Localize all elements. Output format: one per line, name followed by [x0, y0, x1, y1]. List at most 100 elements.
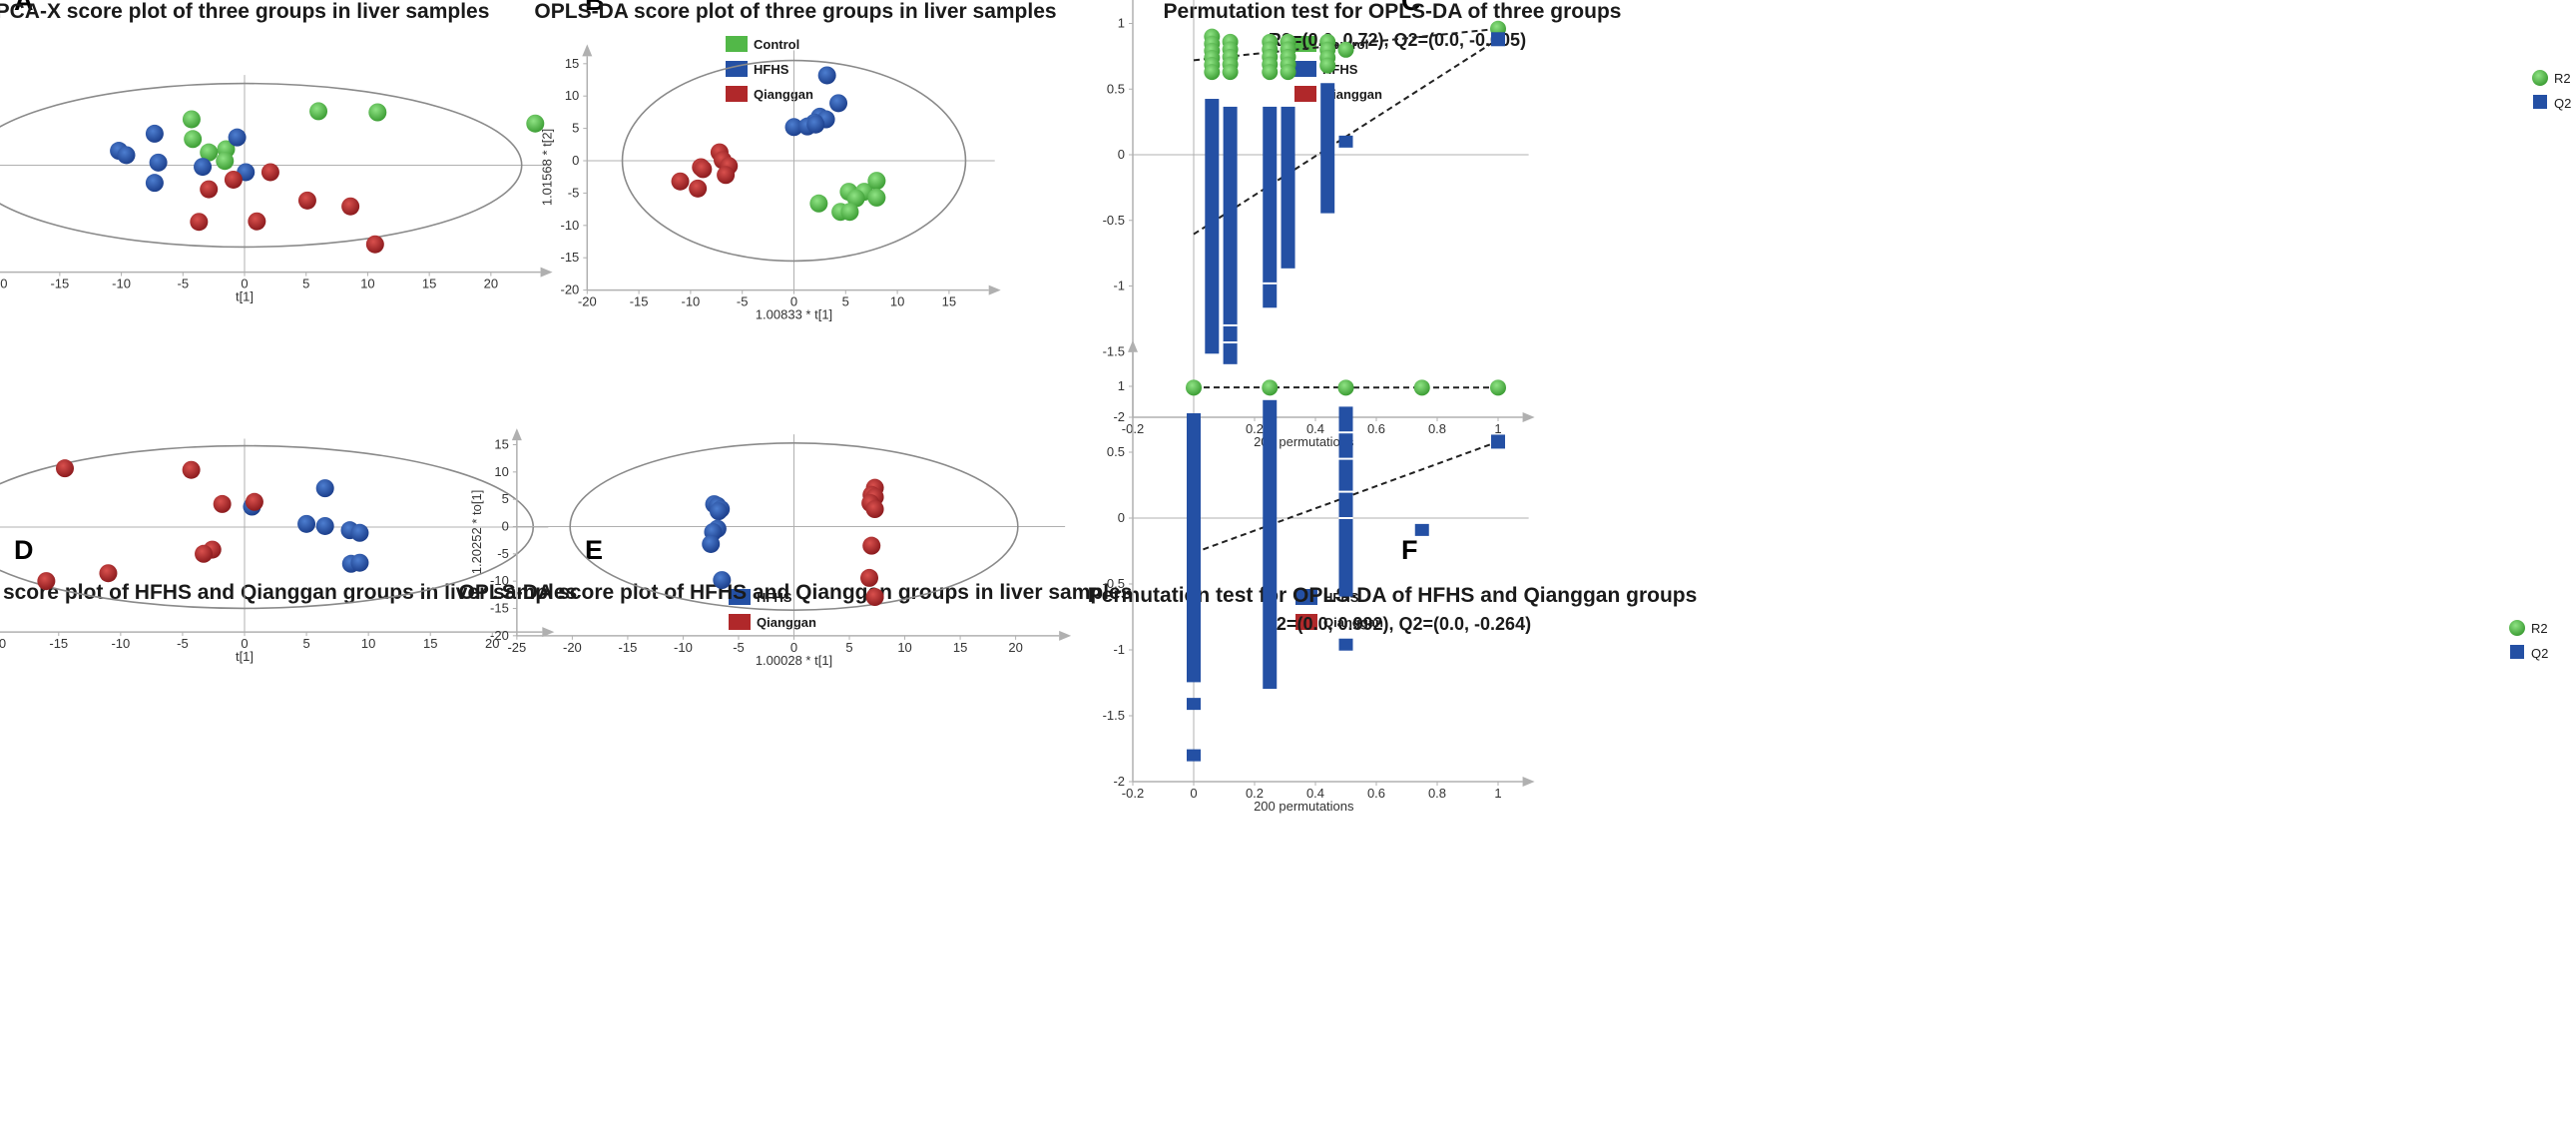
x-tick-label: 10: [897, 640, 911, 655]
x-axis-arrow: [542, 627, 555, 638]
y-tick-label: -15: [490, 601, 509, 616]
point-hfhs: [350, 523, 369, 542]
x-tick-label: 0.8: [1428, 421, 1446, 436]
panel-letter: B: [585, 0, 605, 16]
y-tick-label: -2: [1113, 774, 1125, 789]
q2-original-point: [1491, 32, 1505, 47]
chart-title: PCA-X score plot of HFHS and Qianggan gr…: [0, 581, 577, 604]
y-tick-label: 10: [565, 88, 579, 103]
legend-label-qianggan: Qianggan: [1322, 87, 1382, 102]
legend-swatch-control: [1294, 36, 1316, 52]
x-tick-label: -5: [733, 640, 745, 655]
r2-permutation-point: [1222, 64, 1239, 81]
q2-permutation-bar: [1338, 638, 1353, 651]
r2-permutation-point: [1204, 64, 1221, 81]
y-tick-label: -1.5: [1103, 708, 1125, 723]
r2-permutation-point: [1262, 64, 1279, 81]
x-tick-label: -15: [50, 277, 69, 291]
legend-label-hfhs: HFHS: [754, 62, 789, 77]
panel-letter: A: [14, 0, 34, 16]
x-tick-label: 10: [361, 636, 375, 651]
point-hfhs: [817, 66, 836, 85]
y-tick-label: 0: [572, 153, 579, 168]
y-tick-label: 15: [494, 437, 508, 452]
point-qianggan: [297, 191, 316, 210]
r2-permutation-point: [1319, 57, 1336, 74]
point-control: [309, 102, 328, 121]
legend-swatch-qianggan: [1295, 614, 1317, 630]
panel-letter: C: [1401, 0, 1421, 16]
legend-swatch-hfhs: [1294, 61, 1316, 77]
x-tick-label: 0.6: [1367, 786, 1385, 801]
point-hfhs: [315, 516, 334, 535]
x-tick-label: 10: [890, 294, 904, 309]
y-axis-arrow: [1128, 339, 1138, 352]
point-hfhs: [228, 128, 247, 147]
hotelling-t2-ellipse: [621, 59, 967, 263]
y-tick-label: -5: [497, 546, 509, 561]
x-axis-arrow: [1522, 412, 1535, 422]
x-tick-label: 0: [790, 294, 797, 309]
x-tick-label: -10: [112, 277, 131, 291]
point-qianggan: [689, 179, 708, 198]
legend-swatch-qianggan: [726, 86, 748, 102]
chart-title: Permutation test for OPLS-DA of HFHS and…: [1088, 584, 1698, 607]
chart-title: OPLS-DA score plot of three groups in li…: [534, 0, 1056, 23]
point-control: [526, 114, 545, 133]
y-tick-label: 5: [572, 121, 579, 136]
y-tick-label: -5: [568, 185, 580, 200]
point-hfhs: [149, 153, 168, 172]
x-tick-label: 1: [1494, 421, 1501, 436]
legend-swatch-qianggan: [729, 614, 751, 630]
x-tick-label: 0.8: [1428, 786, 1446, 801]
y-tick-label: 15: [565, 56, 579, 71]
panel-e-oplsda-hfhs-qianggan: E OPLS-DA score plot of HFHS and Qianggan…: [459, 428, 1383, 668]
x-tick-label: -15: [49, 636, 68, 651]
y-tick-label: -20: [490, 628, 509, 643]
x-tick-label: 0: [1190, 786, 1197, 801]
x-tick-label: 0.2: [1246, 786, 1264, 801]
y-tick-label: 0: [1118, 147, 1125, 162]
x-tick-label: 0.4: [1306, 786, 1324, 801]
point-qianggan: [671, 172, 690, 191]
x-tick-label: 20: [1008, 640, 1022, 655]
panel-letter: D: [14, 535, 34, 565]
y-tick-label: -0.5: [1103, 213, 1125, 228]
legend-swatch-hfhs: [1295, 589, 1317, 605]
legend-label-r2: R2: [2531, 621, 2548, 636]
x-axis-label: t[1]: [236, 649, 254, 664]
x-axis-arrow: [1522, 777, 1535, 787]
x-tick-label: -10: [674, 640, 693, 655]
x-axis-arrow: [988, 284, 1001, 295]
q2-original-point: [1491, 434, 1505, 449]
q2-permutation-bar: [1263, 106, 1278, 308]
x-tick-label: 0: [790, 640, 797, 655]
q2-permutation-bar: [1187, 413, 1201, 683]
x-tick-label: 20: [484, 277, 498, 291]
point-hfhs: [709, 502, 728, 521]
y-axis-label: 1.20252 * to[1]: [469, 490, 484, 575]
x-tick-label: 20: [485, 636, 499, 651]
x-axis-label: 200 permutations: [1254, 799, 1354, 814]
chart-title: PCA-X score plot of three groups in live…: [0, 0, 489, 23]
chart-title: OPLS-DA score plot of HFHS and Qianggan …: [459, 581, 1133, 604]
x-tick-label: 15: [422, 277, 436, 291]
x-tick-label: 5: [842, 294, 849, 309]
point-control: [867, 188, 886, 207]
r2-permutation-point: [1413, 379, 1430, 396]
point-hfhs: [145, 124, 164, 143]
point-qianggan: [717, 166, 736, 185]
point-qianggan: [245, 492, 263, 511]
x-tick-label: 10: [360, 277, 374, 291]
x-tick-label: 0.4: [1306, 421, 1324, 436]
y-tick-label: 5: [502, 491, 509, 506]
point-qianggan: [37, 572, 56, 591]
panel-f-permutation-hfhs-qianggan: F Permutation test for OPLS-DA of HFHS an…: [1088, 339, 2548, 814]
point-qianggan: [182, 460, 201, 479]
q2-permutation-bar: [1187, 698, 1201, 711]
point-hfhs: [713, 571, 732, 590]
legend-swatch-qianggan: [1294, 86, 1316, 102]
x-tick-label: 0: [241, 277, 248, 291]
